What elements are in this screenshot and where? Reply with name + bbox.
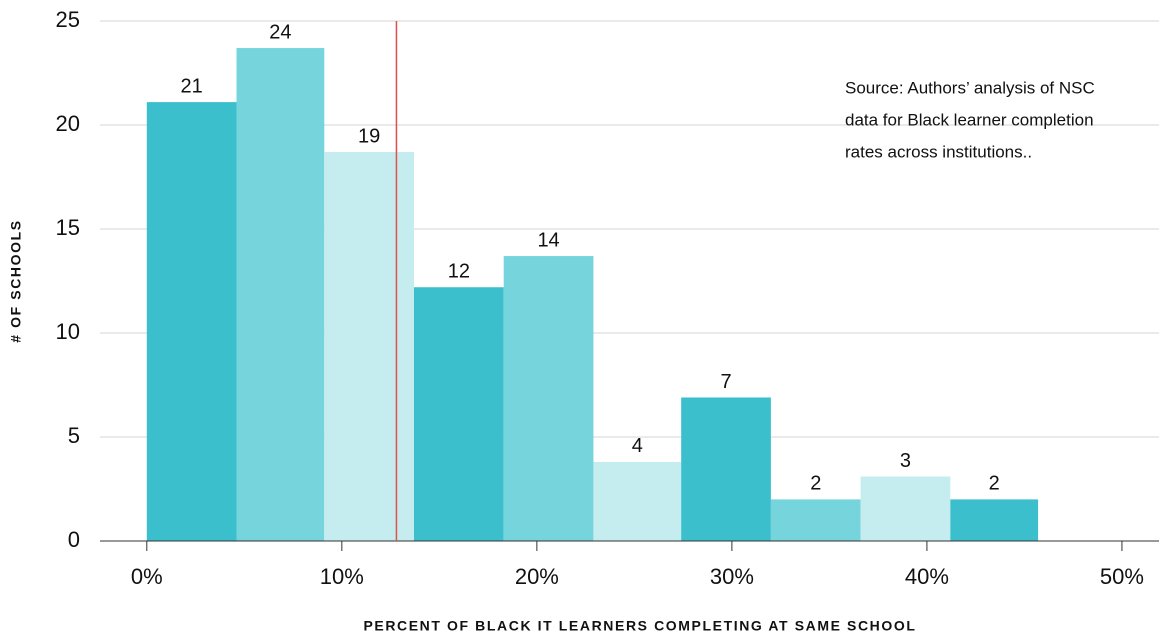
bar bbox=[413, 287, 504, 541]
bar bbox=[770, 499, 861, 541]
bar bbox=[681, 397, 771, 541]
annotation: data for Black learner completion bbox=[845, 110, 1094, 129]
y-tick-label: 5 bbox=[68, 423, 80, 448]
value-label: 14 bbox=[537, 229, 559, 251]
x-tick-label: 20% bbox=[515, 564, 559, 589]
value-label: 4 bbox=[632, 435, 643, 457]
bar bbox=[236, 48, 325, 541]
bar bbox=[950, 499, 1039, 541]
value-label: 2 bbox=[810, 473, 821, 495]
value-label: 2 bbox=[989, 473, 1000, 495]
y-axis-title: # OF SCHOOLS bbox=[8, 219, 24, 342]
y-tick-label: 10 bbox=[56, 319, 80, 344]
annotation: Source: Authors’ analysis of NSC bbox=[845, 78, 1095, 97]
x-tick-label: 0% bbox=[131, 564, 163, 589]
x-tick-label: 30% bbox=[710, 564, 754, 589]
x-axis-title: PERCENT OF BLACK IT LEARNERS COMPLETING … bbox=[363, 618, 916, 634]
value-label: 21 bbox=[181, 75, 203, 97]
x-tick-label: 50% bbox=[1100, 564, 1144, 589]
bar bbox=[324, 152, 414, 542]
bar bbox=[503, 256, 594, 541]
bar bbox=[860, 476, 951, 541]
x-tick-label: 10% bbox=[320, 564, 364, 589]
y-tick-label: 20 bbox=[56, 111, 80, 136]
bar bbox=[593, 461, 682, 541]
value-label: 12 bbox=[448, 261, 470, 283]
x-tick-label: 40% bbox=[905, 564, 949, 589]
annotation: rates across institutions.. bbox=[845, 142, 1032, 161]
y-tick-label: 0 bbox=[68, 527, 80, 552]
y-tick-label: 15 bbox=[56, 215, 80, 240]
value-label: 19 bbox=[358, 125, 380, 147]
value-label: 7 bbox=[720, 371, 731, 393]
y-tick-label: 25 bbox=[56, 7, 80, 32]
value-label: 24 bbox=[269, 21, 291, 43]
bar bbox=[146, 102, 237, 542]
value-label: 3 bbox=[900, 450, 911, 472]
